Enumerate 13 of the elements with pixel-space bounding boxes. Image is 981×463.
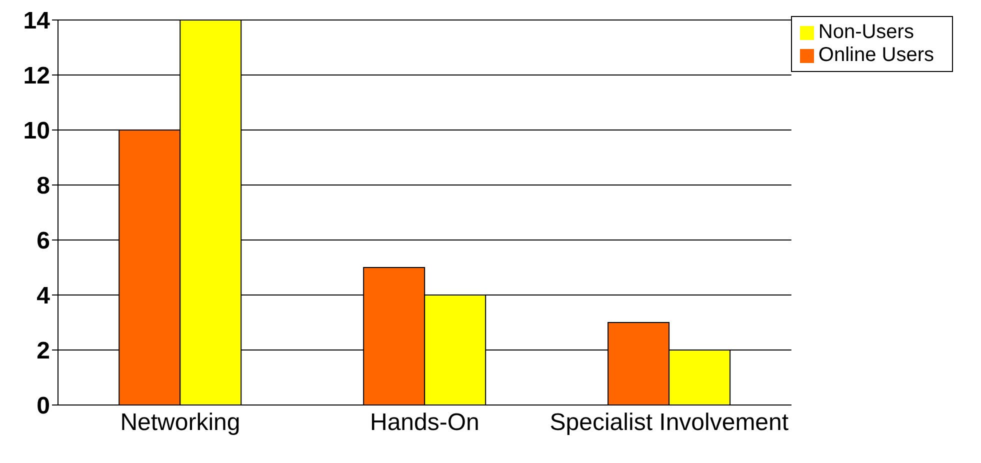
y-tick-label: 14: [23, 8, 51, 35]
y-tick-label: 12: [23, 62, 50, 90]
x-tick-label: Specialist Involvement: [550, 409, 789, 436]
legend-label: Non-Users: [818, 21, 914, 43]
x-tick-label: Hands-On: [370, 409, 480, 436]
legend-label: Online Users: [818, 44, 934, 66]
y-tick-label: 6: [36, 228, 50, 255]
y-tick-label: 4: [36, 282, 51, 310]
x-tick-label: Networking: [120, 409, 240, 436]
y-tick-label: 0: [36, 392, 50, 420]
y-tick-label: 10: [23, 118, 50, 145]
y-tick-label: 2: [36, 338, 50, 365]
y-tick-label: 8: [36, 172, 50, 200]
